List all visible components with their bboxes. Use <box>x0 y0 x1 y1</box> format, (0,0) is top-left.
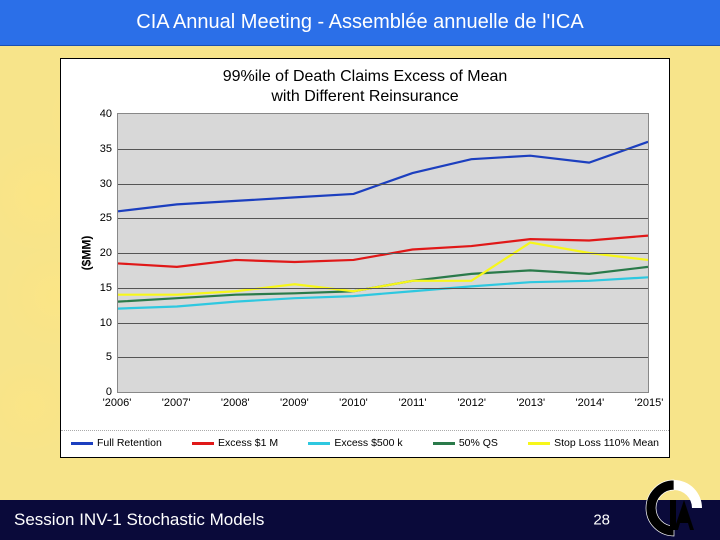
chart-title-line1: 99%ile of Death Claims Excess of Mean <box>223 68 508 85</box>
legend-item: Full Retention <box>71 437 162 449</box>
grid-line <box>118 357 648 358</box>
footer-bar: Session INV-1 Stochastic Models 28 <box>0 500 720 540</box>
x-tick-label: '2013' <box>516 397 545 409</box>
legend-item: 50% QS <box>433 437 498 449</box>
x-tick-label: '2008' <box>221 397 250 409</box>
chart-container: 99%ile of Death Claims Excess of Mean wi… <box>60 58 670 458</box>
legend-swatch <box>528 442 550 445</box>
legend-swatch <box>308 442 330 445</box>
chart-title-line2: with Different Reinsurance <box>271 88 458 105</box>
y-tick-label: 30 <box>100 178 112 190</box>
y-tick-label: 35 <box>100 143 112 155</box>
x-tick-label: '2012' <box>457 397 486 409</box>
chart-legend: Full Retention Excess $1 M Excess $500 k 50… <box>61 430 669 451</box>
page-title: CIA Annual Meeting - Assemblée annuelle … <box>136 11 583 34</box>
grid-line <box>118 184 648 185</box>
title-bar: CIA Annual Meeting - Assemblée annuelle … <box>0 0 720 46</box>
x-tick-label: '2009' <box>280 397 309 409</box>
x-tick-label: '2006' <box>103 397 132 409</box>
series-line <box>118 267 648 302</box>
x-tick-label: '2010' <box>339 397 368 409</box>
grid-line <box>118 218 648 219</box>
x-tick-label: '2014' <box>576 397 605 409</box>
legend-swatch <box>433 442 455 445</box>
legend-label: Stop Loss 110% Mean <box>554 437 659 449</box>
grid-line <box>118 149 648 150</box>
legend-item: Stop Loss 110% Mean <box>528 437 659 449</box>
series-line <box>118 236 648 267</box>
legend-label: Excess $1 M <box>218 437 278 449</box>
y-tick-label: 20 <box>100 247 112 259</box>
legend-swatch <box>192 442 214 445</box>
x-axis-labels: '2006''2007''2008''2009''2010''2011''201… <box>117 397 649 415</box>
chart-title: 99%ile of Death Claims Excess of Mean wi… <box>61 59 669 109</box>
legend-item: Excess $500 k <box>308 437 402 449</box>
y-tick-label: 5 <box>106 351 112 363</box>
session-label: Session INV-1 Stochastic Models <box>14 510 264 530</box>
plot-wrap: ($MM) 0510152025303540 <box>117 113 649 393</box>
y-axis-label: ($MM) <box>79 236 93 271</box>
grid-line <box>118 323 648 324</box>
legend-swatch <box>71 442 93 445</box>
series-line <box>118 142 648 212</box>
page-number: 28 <box>593 512 610 529</box>
y-tick-label: 15 <box>100 282 112 294</box>
grid-line <box>118 253 648 254</box>
content-area: 99%ile of Death Claims Excess of Mean wi… <box>0 46 720 500</box>
y-tick-label: 40 <box>100 108 112 120</box>
grid-line <box>118 288 648 289</box>
x-tick-label: '2007' <box>162 397 191 409</box>
legend-item: Excess $1 M <box>192 437 278 449</box>
x-tick-label: '2015' <box>635 397 664 409</box>
legend-label: Excess $500 k <box>334 437 402 449</box>
x-tick-label: '2011' <box>399 397 427 409</box>
legend-label: Full Retention <box>97 437 162 449</box>
legend-label: 50% QS <box>459 437 498 449</box>
y-tick-label: 10 <box>100 317 112 329</box>
ica-logo-icon <box>634 478 714 540</box>
plot-area: 0510152025303540 <box>117 113 649 393</box>
y-tick-label: 25 <box>100 212 112 224</box>
